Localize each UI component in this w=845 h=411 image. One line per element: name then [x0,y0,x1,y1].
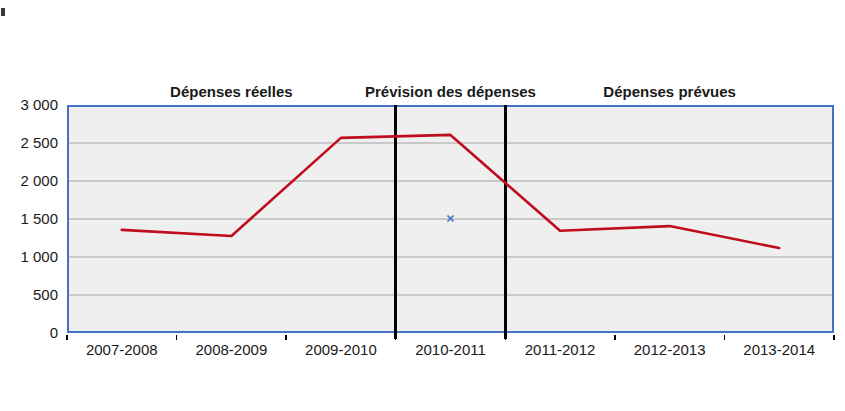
section-title: Dépenses prévues [603,83,736,100]
y-axis-tick-label: 0 [50,324,58,341]
y-axis-tick-label: 500 [33,286,58,303]
y-axis-tick-label: 1 000 [20,248,58,265]
y-axis-tick-label: 1 500 [20,210,58,227]
line-chart-canvas: 0 500 1 000 1 500 2 000 2 500 3 000 2007-2008 20… [0,0,845,411]
x-axis-category-label: 2013-2014 [743,341,815,358]
y-axis-tick-label: 2 000 [20,172,58,189]
x-axis-category-label: 2009-2010 [305,341,377,358]
x-axis-category-label: 2011-2012 [525,341,596,358]
y-axis-tick-label: 3 000 [20,96,58,113]
section-title: Prévision des dépenses [365,83,536,100]
x-axis-category-label: 2007-2008 [86,341,158,358]
section-title: Dépenses réelles [170,83,293,100]
expense-chart: 0 500 1 000 1 500 2 000 2 500 3 000 2007-2008 20… [0,0,845,411]
y-axis-tick-label: 2 500 [20,134,58,151]
x-axis-category-label: 2012-2013 [634,341,706,358]
x-axis-category-label: 2010-2011 [415,341,486,358]
x-axis-category-label: 2008-2009 [195,341,267,358]
stray-mark [1,8,5,16]
